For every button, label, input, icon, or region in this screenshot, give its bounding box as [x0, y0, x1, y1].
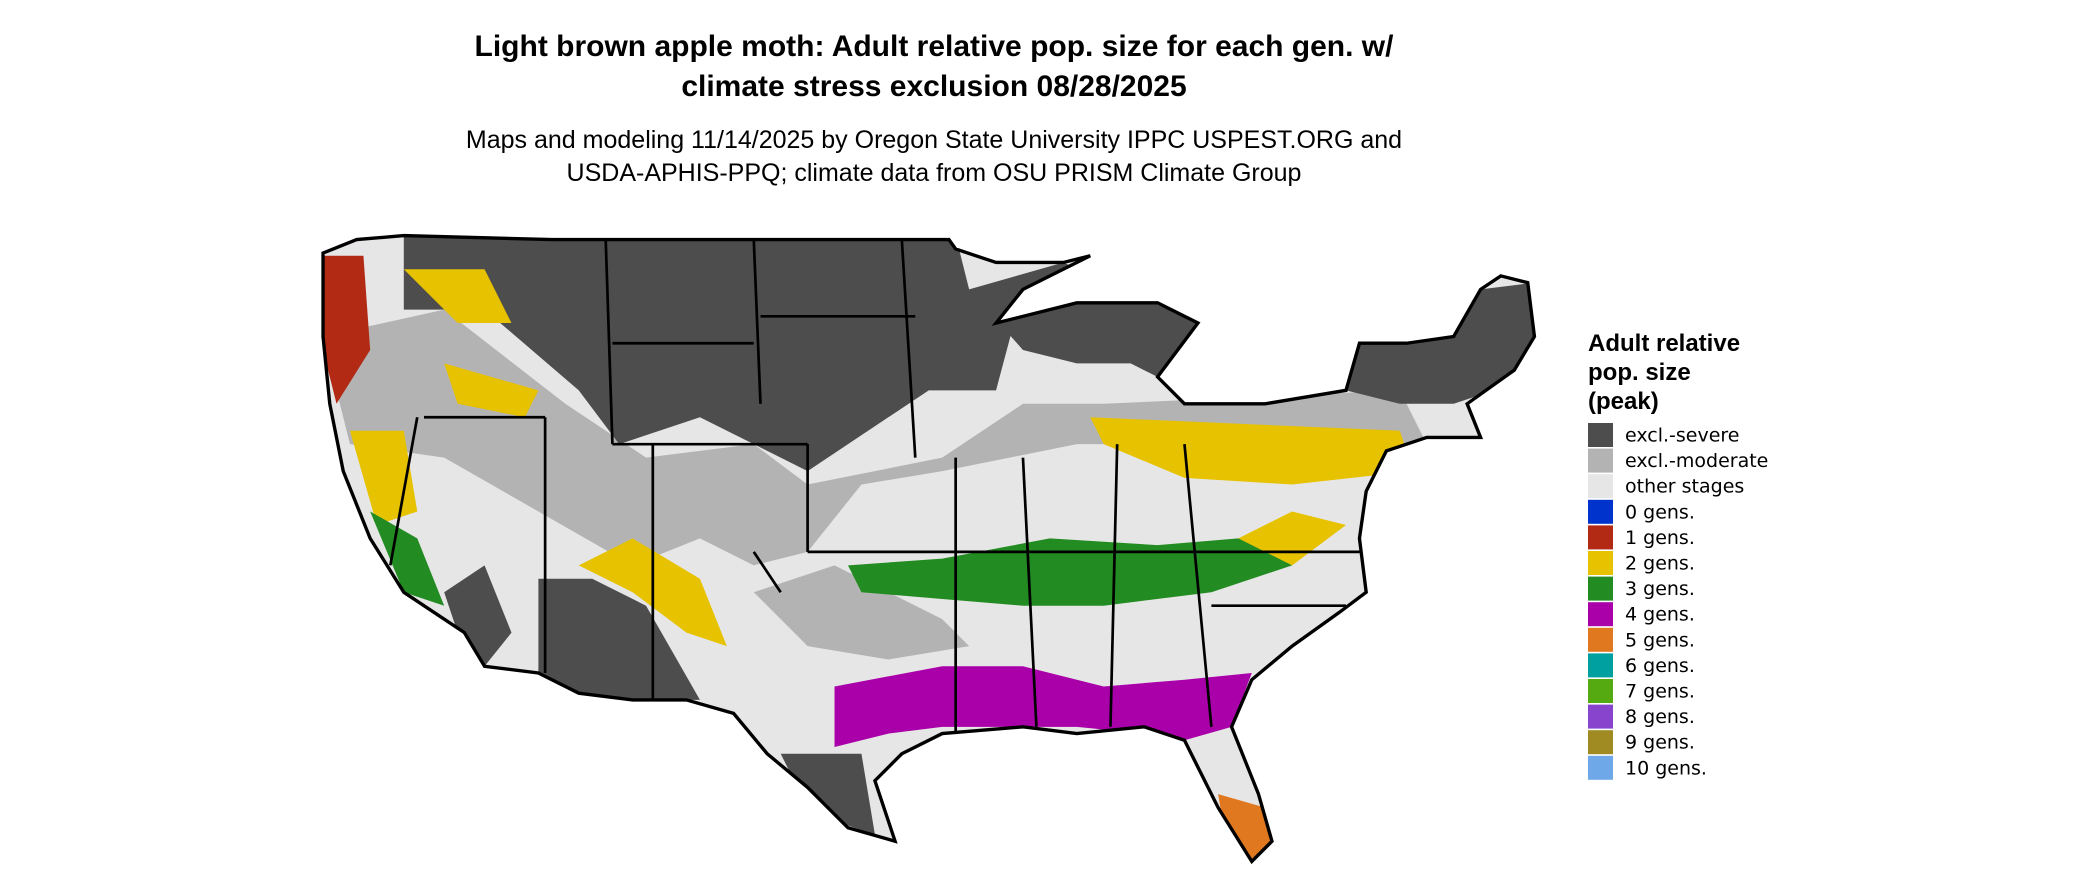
legend-swatch	[1588, 704, 1613, 729]
legend-label: 0 gens.	[1625, 501, 1695, 523]
region	[403, 235, 1023, 472]
region	[444, 565, 512, 667]
legend-label: 9 gens.	[1625, 732, 1695, 754]
region	[323, 255, 371, 404]
legend-swatch	[1588, 576, 1613, 601]
region	[403, 269, 512, 324]
legend-label: 1 gens.	[1625, 527, 1695, 549]
title: Light brown apple moth: Adult relative p…	[475, 30, 1395, 63]
state-border	[752, 551, 782, 593]
legend-swatch	[1588, 679, 1613, 703]
legend-swatch	[1588, 755, 1613, 780]
region	[1346, 282, 1535, 404]
region	[444, 363, 539, 418]
map	[321, 233, 1537, 865]
legend-swatch	[1588, 627, 1613, 652]
country-outline	[321, 233, 1537, 865]
region	[538, 578, 700, 700]
state-border	[389, 417, 419, 566]
legend-label: excl.-moderate	[1625, 450, 1768, 472]
legend-swatch	[1588, 602, 1613, 627]
legend-label: 7 gens.	[1625, 681, 1695, 703]
legend-title: pop. size	[1588, 359, 1691, 386]
region	[323, 309, 1427, 566]
legend-label: 10 gens.	[1625, 757, 1707, 779]
region	[1218, 794, 1272, 862]
legend-label: 6 gens.	[1625, 655, 1695, 677]
legend-swatch	[1588, 653, 1613, 678]
legend-title: Adult relative	[1588, 330, 1740, 357]
legend-swatch	[1588, 474, 1613, 499]
legend-title: (peak)	[1588, 388, 1659, 415]
legend-label: 2 gens.	[1625, 553, 1695, 575]
legend-swatch	[1588, 499, 1613, 524]
legend: Adult relative pop. size (peak) excl.-se…	[1588, 330, 1768, 780]
state-border	[1021, 457, 1038, 727]
state-border	[752, 239, 762, 404]
region	[1090, 417, 1414, 485]
title: climate stress exclusion 08/28/2025	[681, 70, 1186, 103]
legend-label: 4 gens.	[1625, 604, 1695, 626]
region	[753, 565, 970, 660]
subtitle: Maps and modeling 11/14/2025 by Oregon S…	[466, 126, 1402, 154]
state-border	[900, 239, 917, 458]
legend-label: 3 gens.	[1625, 578, 1695, 600]
legend-swatch	[1588, 525, 1613, 550]
region	[349, 430, 418, 525]
legend-label: excl.-severe	[1625, 425, 1740, 447]
region	[847, 538, 1293, 606]
region	[780, 753, 875, 835]
state-border	[604, 239, 614, 445]
legend-swatch	[1588, 448, 1613, 473]
state-border	[1109, 444, 1119, 727]
state-border	[1183, 444, 1213, 727]
region	[370, 511, 445, 606]
regions	[323, 235, 1535, 862]
legend-label: 8 gens.	[1625, 706, 1695, 728]
subtitle: USDA-APHIS-PPQ; climate data from OSU PR…	[567, 159, 1302, 187]
legend-label: other stages	[1625, 476, 1744, 498]
legend-swatch	[1588, 730, 1613, 755]
legend-swatch	[1588, 551, 1613, 575]
legend-swatch	[1588, 423, 1613, 447]
legend-label: 5 gens.	[1625, 629, 1695, 651]
